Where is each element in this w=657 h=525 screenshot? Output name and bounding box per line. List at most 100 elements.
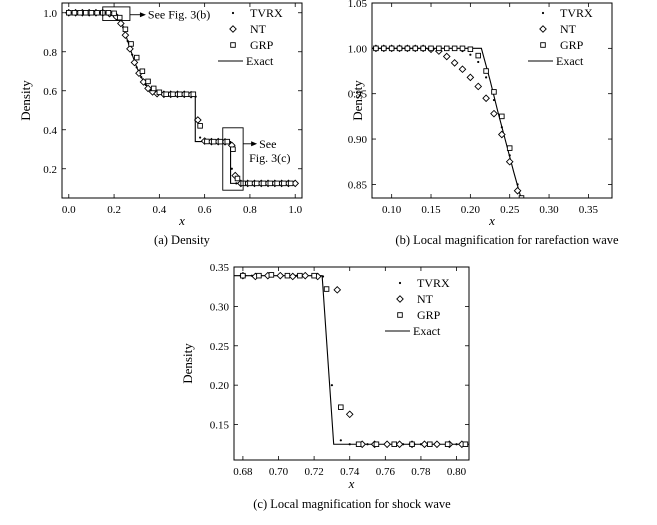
y-tick-label: 0.25	[210, 341, 230, 353]
y-tick-label: 0.20	[210, 380, 230, 392]
y-tick-label: 0.8	[43, 47, 57, 59]
grp-point	[210, 138, 217, 145]
legend-label: GRP	[250, 38, 274, 52]
legend-label: NT	[417, 292, 434, 306]
y-tick-label: 0.15	[210, 420, 230, 432]
y-tick-label: 0.6	[43, 86, 57, 98]
grp-point	[77, 9, 83, 16]
grp-point	[396, 45, 403, 52]
nt-point	[458, 65, 467, 74]
tvrx-point	[199, 136, 202, 139]
nt-point	[383, 440, 391, 449]
grp-point	[217, 138, 224, 145]
y-axis-label: Density	[350, 80, 365, 121]
legend-label: TVRX	[560, 6, 593, 20]
x-tick-label: 0.76	[376, 466, 396, 478]
legend-label: NT	[250, 22, 267, 36]
y-axis-label: Density	[18, 80, 33, 121]
nt-point	[288, 272, 297, 281]
chart-panel-1: 0.0 0.2 0.4 0.6 0.8 1.0 0.2 0.4 0.6 0.8 1.0 x Densit…	[18, 2, 303, 247]
x-tick-label: 0.68	[233, 466, 253, 478]
x-tick-label: 0.0	[62, 204, 76, 216]
grp-point	[284, 272, 291, 279]
x-axis-label: x	[178, 213, 185, 228]
legend-marker	[540, 42, 546, 48]
nt-point	[301, 271, 310, 280]
legend-marker	[396, 295, 404, 303]
grp-point	[444, 441, 451, 447]
y-axis-label: Density	[180, 343, 195, 384]
x-tick-label: 0.30	[539, 204, 559, 216]
y-tick-label: 0.90	[348, 134, 368, 146]
nt-point	[276, 271, 285, 280]
tvrx-point	[492, 98, 496, 102]
x-axis-label: x	[488, 213, 495, 228]
grp-point	[234, 175, 241, 182]
grp-point	[459, 45, 466, 52]
legend-label: TVRX	[250, 6, 283, 20]
grp-point	[499, 113, 505, 120]
chart-panel-3: 0.68 0.70 0.72 0.74 0.76 0.78 0.80 0.15 0.20 0.25…	[180, 262, 470, 511]
grp-point	[412, 45, 419, 52]
nt-point	[117, 19, 125, 28]
zoom-box-shock	[222, 127, 244, 191]
nt-point	[490, 109, 498, 118]
arrow-head	[139, 12, 146, 18]
series-nt	[372, 44, 522, 195]
grp-point	[190, 91, 197, 98]
grp-point	[287, 180, 294, 187]
x-tick-label: 1.0	[288, 204, 302, 216]
x-tick-label: 0.78	[411, 466, 431, 478]
grp-point	[355, 441, 362, 447]
legend-label: Exact	[246, 54, 274, 68]
plot-frame	[61, 2, 303, 199]
nt-point	[126, 44, 134, 53]
grp-point	[111, 10, 117, 17]
y-tick-label: 0.85	[348, 179, 368, 191]
x-tick-label: 0.8	[243, 204, 257, 216]
legend-label: NT	[560, 22, 577, 36]
grp-point	[256, 272, 262, 279]
x-tick-label: 0.72	[304, 466, 323, 478]
grp-point	[66, 9, 72, 16]
nt-point	[513, 186, 522, 195]
legend-marker	[230, 42, 236, 48]
grp-point	[253, 180, 260, 187]
legend-marker	[397, 312, 403, 318]
tvrx-point	[366, 443, 369, 446]
x-axis-label: x	[348, 476, 355, 491]
grp-point	[373, 45, 379, 52]
nt-point	[482, 94, 490, 103]
grp-point	[436, 45, 442, 52]
legend-label: Exact	[556, 54, 584, 68]
grp-point	[122, 26, 129, 33]
chart-panel-2: 0.10 0.15 0.20 0.25 0.30 0.35 0.85 0.90 0.95 1.00…	[348, 0, 619, 247]
tvrx-point	[131, 53, 134, 56]
x-tick-label: 0.25	[500, 204, 520, 216]
legend-label: GRP	[417, 308, 441, 322]
legend-marker	[541, 11, 545, 15]
plot-frame	[371, 2, 613, 199]
x-tick-label: 0.35	[579, 204, 599, 216]
grp-point	[491, 89, 497, 95]
annotation-text: See Fig. 3(b)	[148, 8, 210, 22]
x-tick-label: 0.6	[198, 204, 212, 216]
grp-point	[506, 145, 513, 151]
nt-point	[121, 31, 130, 40]
legend: TVRX NT GRP Exact	[528, 6, 593, 68]
nt-point	[497, 130, 506, 139]
annotation-text: See	[259, 137, 276, 151]
y-tick-label: 1.00	[348, 43, 368, 55]
legend: TVRX NT GRP Exact	[218, 6, 283, 68]
tvrx-point	[321, 275, 325, 278]
nt-point	[442, 52, 451, 61]
tvrx-point	[140, 76, 143, 79]
grp-point	[297, 272, 303, 279]
y-tick-label: 0.95	[348, 89, 368, 101]
grp-point	[156, 89, 163, 96]
tvrx-point	[126, 39, 129, 43]
x-tick-label: 0.74	[340, 466, 360, 478]
grp-point	[94, 9, 100, 16]
grp-point	[267, 180, 274, 187]
grp-point	[274, 180, 280, 187]
